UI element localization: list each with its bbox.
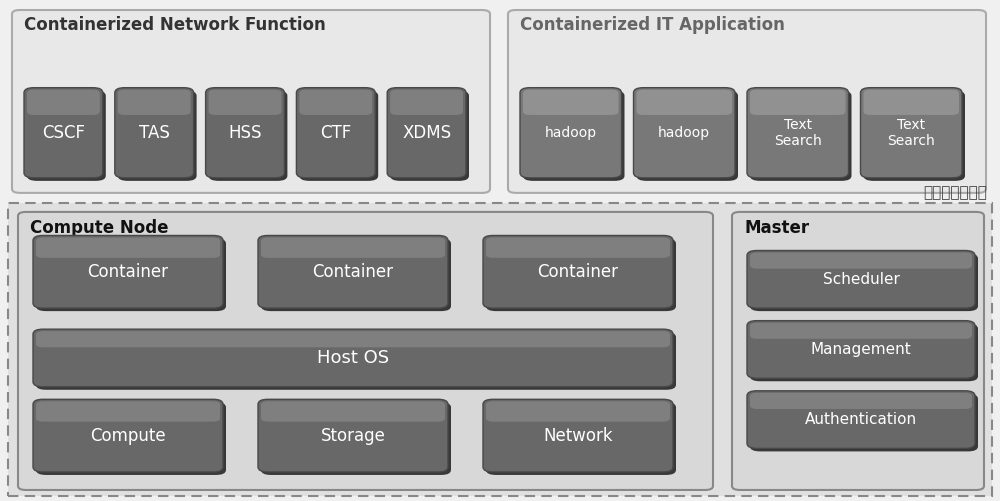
FancyBboxPatch shape (27, 91, 106, 181)
FancyBboxPatch shape (864, 90, 959, 115)
FancyBboxPatch shape (18, 212, 713, 490)
FancyBboxPatch shape (206, 88, 284, 178)
FancyBboxPatch shape (483, 399, 673, 472)
Text: Containerized Network Function: Containerized Network Function (24, 16, 326, 34)
FancyBboxPatch shape (115, 88, 194, 178)
FancyBboxPatch shape (860, 88, 962, 178)
FancyBboxPatch shape (750, 254, 978, 311)
Text: 容器管理、调度: 容器管理、调度 (923, 185, 987, 200)
Text: Compute: Compute (90, 427, 166, 444)
Text: CTF: CTF (320, 124, 351, 142)
FancyBboxPatch shape (261, 402, 451, 475)
FancyBboxPatch shape (486, 237, 670, 258)
FancyBboxPatch shape (750, 394, 978, 451)
Text: Management: Management (811, 342, 911, 357)
FancyBboxPatch shape (634, 88, 735, 178)
FancyBboxPatch shape (36, 237, 220, 258)
FancyBboxPatch shape (261, 237, 445, 258)
FancyBboxPatch shape (750, 324, 978, 381)
FancyBboxPatch shape (637, 90, 732, 115)
Text: Network: Network (543, 427, 613, 444)
FancyBboxPatch shape (750, 323, 972, 339)
FancyBboxPatch shape (33, 399, 223, 472)
FancyBboxPatch shape (486, 401, 670, 422)
FancyBboxPatch shape (33, 235, 223, 308)
Text: Containerized IT Application: Containerized IT Application (520, 16, 785, 34)
FancyBboxPatch shape (732, 212, 984, 490)
Text: hadoop: hadoop (658, 126, 710, 140)
Text: Scheduler: Scheduler (823, 272, 899, 287)
FancyBboxPatch shape (747, 88, 848, 178)
FancyBboxPatch shape (118, 91, 197, 181)
FancyBboxPatch shape (523, 90, 618, 115)
FancyBboxPatch shape (747, 250, 975, 308)
FancyBboxPatch shape (24, 88, 103, 178)
FancyBboxPatch shape (209, 91, 287, 181)
FancyBboxPatch shape (12, 10, 490, 193)
FancyBboxPatch shape (390, 90, 463, 115)
Text: Authentication: Authentication (805, 412, 917, 427)
FancyBboxPatch shape (637, 91, 738, 181)
FancyBboxPatch shape (27, 90, 100, 115)
Text: TAS: TAS (139, 124, 170, 142)
FancyBboxPatch shape (750, 91, 852, 181)
FancyBboxPatch shape (747, 321, 975, 378)
Text: CSCF: CSCF (42, 124, 85, 142)
FancyBboxPatch shape (299, 91, 378, 181)
FancyBboxPatch shape (36, 331, 670, 347)
FancyBboxPatch shape (864, 91, 965, 181)
FancyBboxPatch shape (387, 88, 466, 178)
Text: Text
Search: Text Search (887, 118, 935, 148)
FancyBboxPatch shape (261, 238, 451, 311)
FancyBboxPatch shape (486, 402, 676, 475)
FancyBboxPatch shape (508, 10, 986, 193)
Text: Compute Node: Compute Node (30, 219, 168, 237)
Bar (0, 0, 1000, 203)
Text: Master: Master (744, 219, 809, 237)
FancyBboxPatch shape (36, 402, 226, 475)
FancyBboxPatch shape (8, 203, 992, 496)
Text: Container: Container (538, 263, 618, 281)
FancyBboxPatch shape (483, 235, 673, 308)
FancyBboxPatch shape (261, 401, 445, 422)
Text: Host OS: Host OS (317, 349, 389, 367)
FancyBboxPatch shape (209, 90, 281, 115)
FancyBboxPatch shape (486, 238, 676, 311)
Text: hadoop: hadoop (545, 126, 597, 140)
FancyBboxPatch shape (36, 238, 226, 311)
FancyBboxPatch shape (258, 235, 448, 308)
FancyBboxPatch shape (750, 253, 972, 269)
FancyBboxPatch shape (258, 399, 448, 472)
Text: Storage: Storage (321, 427, 385, 444)
FancyBboxPatch shape (523, 91, 624, 181)
FancyBboxPatch shape (299, 90, 372, 115)
Text: Container: Container (312, 263, 394, 281)
FancyBboxPatch shape (118, 90, 191, 115)
FancyBboxPatch shape (33, 329, 673, 387)
FancyBboxPatch shape (36, 401, 220, 422)
FancyBboxPatch shape (750, 90, 846, 115)
Text: Text
Search: Text Search (774, 118, 822, 148)
FancyBboxPatch shape (750, 393, 972, 409)
FancyBboxPatch shape (36, 332, 676, 390)
FancyBboxPatch shape (296, 88, 375, 178)
Text: XDMS: XDMS (402, 124, 451, 142)
FancyBboxPatch shape (520, 88, 622, 178)
Text: HSS: HSS (228, 124, 262, 142)
Text: Container: Container (88, 263, 168, 281)
FancyBboxPatch shape (390, 91, 469, 181)
FancyBboxPatch shape (747, 391, 975, 448)
